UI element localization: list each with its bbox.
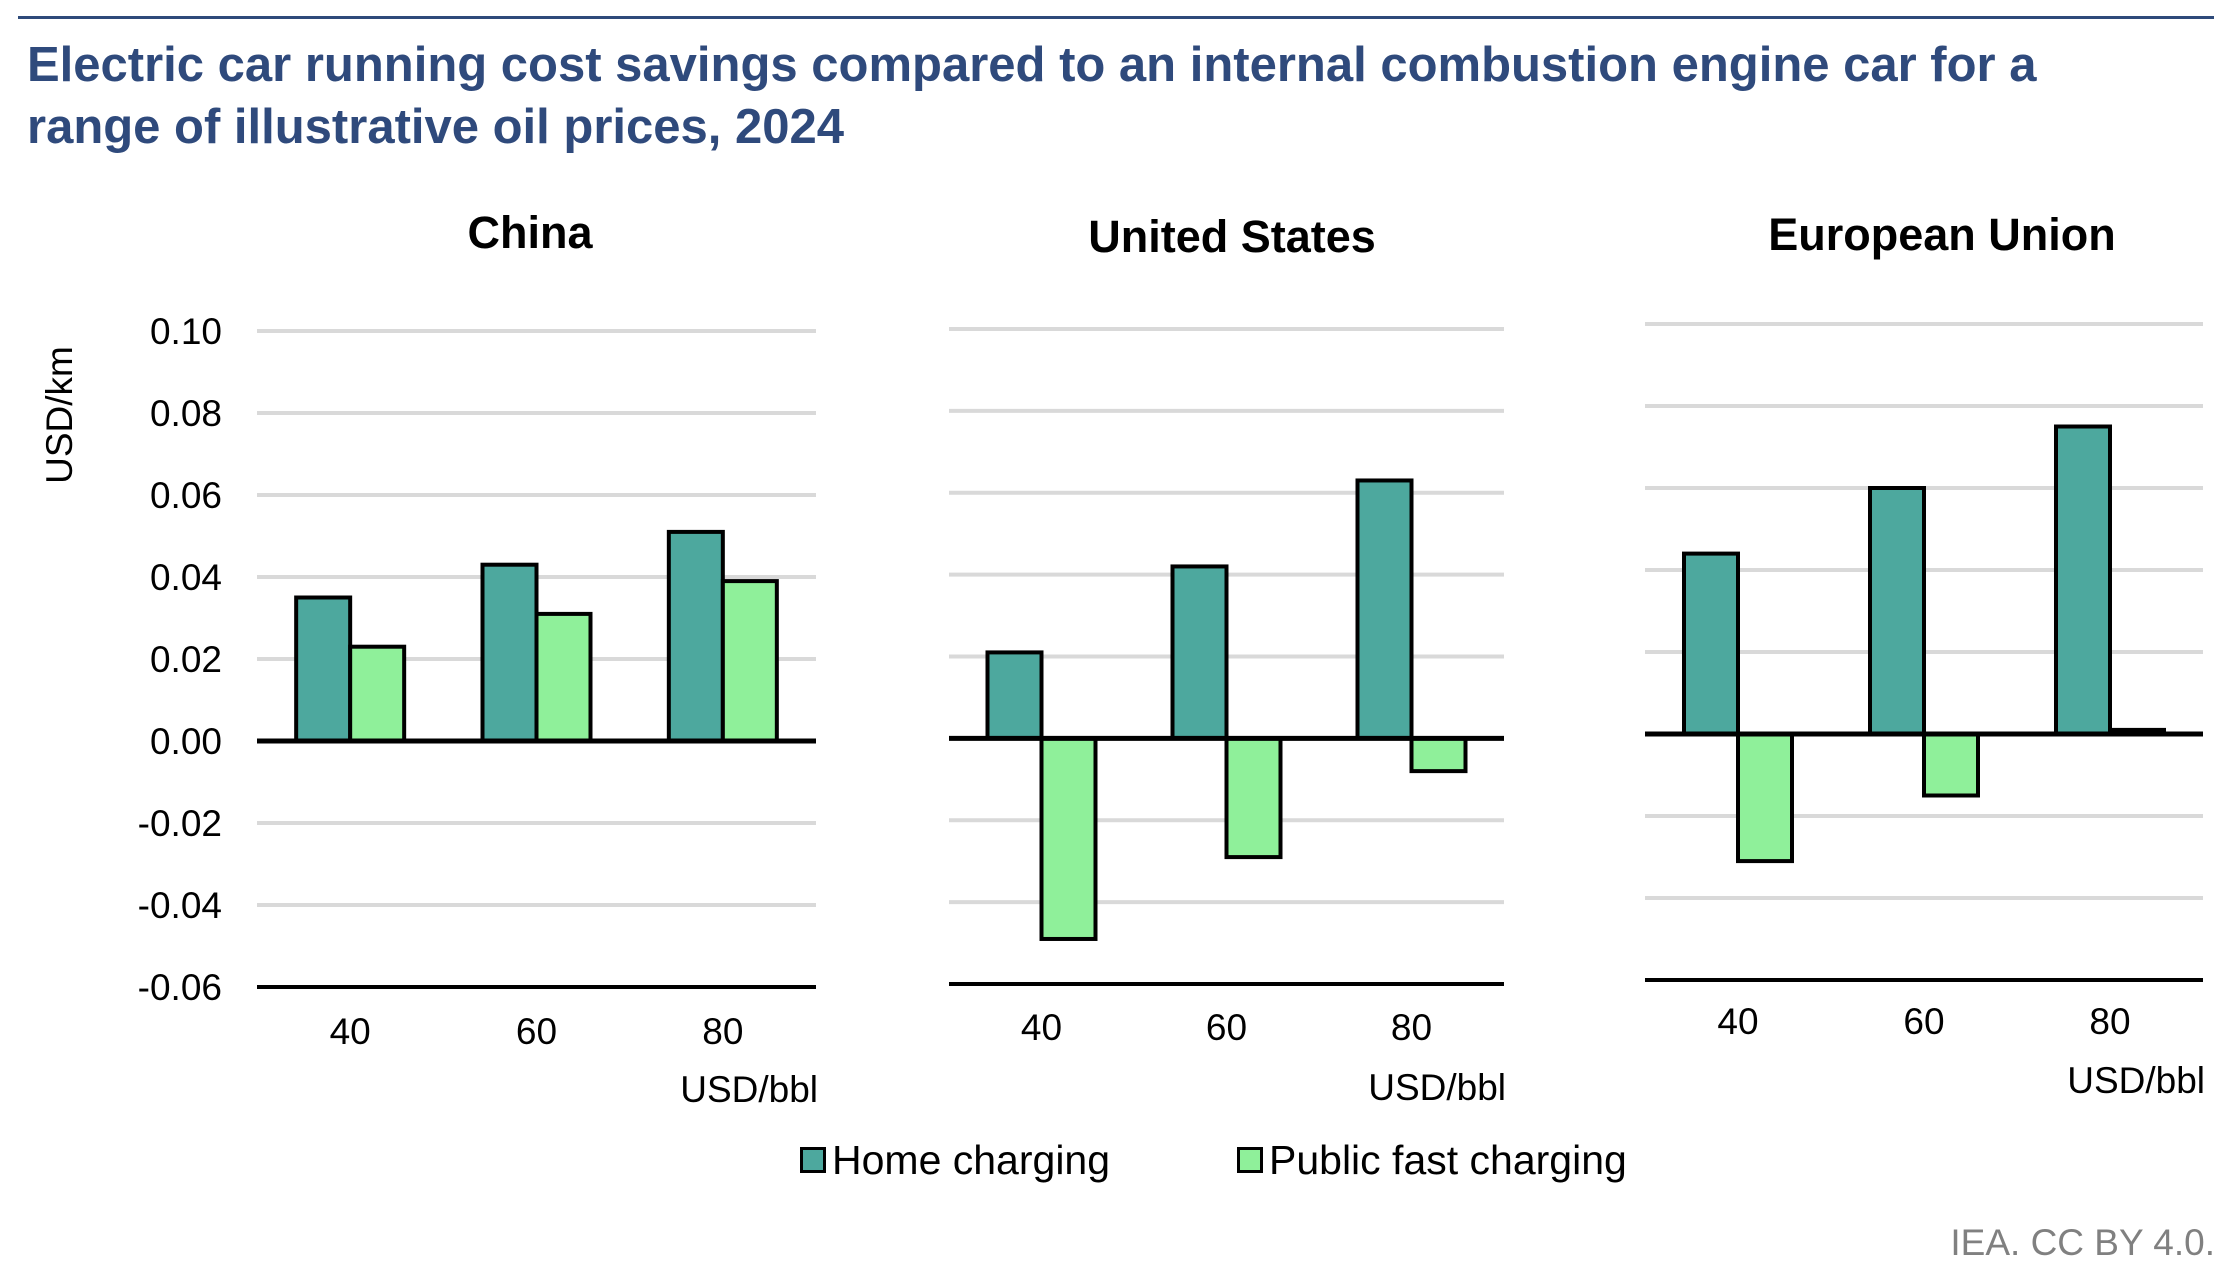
footer-credit: IEA. CC BY 4.0. <box>1950 1222 2215 1263</box>
x-axis-unit-label-united-states: USD/bbl <box>1368 1067 1506 1108</box>
x-axis-unit-label-china: USD/bbl <box>680 1069 818 1110</box>
x-tick-label-united-states: 80 <box>1391 1007 1432 1048</box>
y-axis-label: USD/km <box>39 346 80 484</box>
bar-china-public-fast-charging-40 <box>348 644 407 744</box>
bar-european-union-home-charging-40 <box>1682 551 1740 736</box>
bar-european-union-home-charging-80 <box>2054 424 2112 736</box>
bar-united-states-home-charging-80 <box>1355 478 1414 741</box>
legend-label-public-fast-charging: Public fast charging <box>1269 1136 1627 1183</box>
bar-united-states-public-fast-charging-60 <box>1224 736 1283 860</box>
y-tick-label: -0.02 <box>138 803 222 844</box>
x-tick-label-united-states: 40 <box>1021 1007 1062 1048</box>
bar-china-home-charging-80 <box>666 529 725 744</box>
x-tick-label-european-union: 40 <box>1717 1001 1758 1042</box>
legend-item-home-charging: Home charging <box>800 1130 1110 1190</box>
chart-title-line-1: Electric car running cost savings compar… <box>27 38 2037 92</box>
y-tick-label: 0.00 <box>150 721 222 762</box>
x-tick-label-united-states: 60 <box>1206 1007 1247 1048</box>
y-tick-label: -0.06 <box>138 967 222 1008</box>
legend: Home charging Public fast charging <box>0 1130 2232 1190</box>
x-tick-label-european-union: 60 <box>1903 1001 1944 1042</box>
bar-european-union-public-fast-charging-40 <box>1736 732 1794 864</box>
y-tick-label: 0.02 <box>150 639 222 680</box>
top-rule <box>18 16 2214 19</box>
bar-united-states-home-charging-40 <box>985 650 1044 741</box>
bar-china-public-fast-charging-80 <box>720 579 779 743</box>
bar-united-states-home-charging-60 <box>1170 564 1229 741</box>
y-tick-label: 0.06 <box>150 475 222 516</box>
panel-title-european-union: European Union <box>1768 209 2116 260</box>
bar-china-home-charging-60 <box>480 562 539 744</box>
x-tick-label-european-union: 80 <box>2089 1001 2130 1042</box>
legend-item-public-fast-charging: Public fast charging <box>1237 1130 1627 1190</box>
legend-swatch-home-charging <box>800 1147 826 1173</box>
y-tick-label: -0.04 <box>138 885 222 926</box>
y-tick-label: 0.08 <box>150 393 222 434</box>
legend-swatch-public-fast-charging <box>1237 1147 1263 1173</box>
chart-title-line-2: range of illustrative oil prices, 2024 <box>27 100 844 154</box>
y-tick-label: 0.10 <box>150 311 222 352</box>
bar-united-states-public-fast-charging-40 <box>1039 736 1098 941</box>
bar-european-union-public-fast-charging-60 <box>1922 732 1980 798</box>
bar-european-union-home-charging-60 <box>1868 486 1926 736</box>
chart-title: Electric car running cost savings compar… <box>27 34 2217 158</box>
panel-title-united-states: United States <box>1088 211 1376 262</box>
y-tick-label: 0.04 <box>150 557 222 598</box>
x-tick-label-china: 40 <box>330 1011 371 1052</box>
bar-china-public-fast-charging-60 <box>534 611 593 744</box>
panel-title-china: China <box>467 207 593 258</box>
legend-label-home-charging: Home charging <box>832 1136 1111 1183</box>
bar-united-states-public-fast-charging-80 <box>1409 736 1468 774</box>
x-tick-label-china: 80 <box>702 1011 743 1052</box>
x-axis-unit-label-european-union: USD/bbl <box>2067 1060 2205 1101</box>
x-tick-label-china: 60 <box>516 1011 557 1052</box>
bar-china-home-charging-40 <box>294 595 353 743</box>
